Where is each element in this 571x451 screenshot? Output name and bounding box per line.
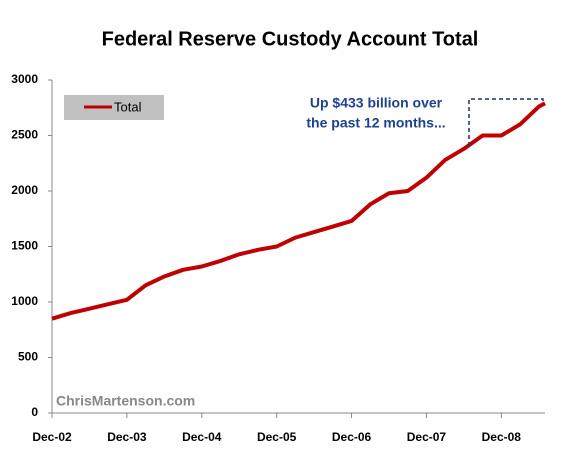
y-tick-label: 3000 bbox=[11, 72, 38, 86]
x-tick-label: Dec-08 bbox=[482, 430, 522, 444]
legend-box bbox=[64, 95, 164, 120]
annotation: the past 12 months... bbox=[306, 115, 445, 131]
y-tick-label: 2000 bbox=[11, 183, 38, 197]
y-tick-label: 0 bbox=[31, 405, 38, 419]
annotation: Up $433 billion over bbox=[310, 95, 443, 111]
y-tick-label: 500 bbox=[18, 350, 38, 364]
annotation-box bbox=[468, 98, 544, 146]
x-tick-label: Dec-04 bbox=[182, 430, 222, 444]
x-tick-label: Dec-03 bbox=[107, 430, 147, 444]
watermark: ChrisMartenson.com bbox=[56, 393, 195, 409]
x-tick-label: Dec-06 bbox=[332, 430, 372, 444]
x-tick-label: Dec-02 bbox=[32, 430, 72, 444]
data-line bbox=[51, 101, 546, 321]
x-tick-label: Dec-07 bbox=[407, 430, 447, 444]
y-tick-label: 2500 bbox=[11, 128, 38, 142]
legend-label: Total bbox=[114, 99, 142, 114]
y-tick-label: 1500 bbox=[11, 239, 38, 253]
y-tick-label: 1000 bbox=[11, 294, 38, 308]
x-tick-label: Dec-05 bbox=[257, 430, 297, 444]
chart-title: Federal Reserve Custody Account Total bbox=[102, 28, 479, 50]
